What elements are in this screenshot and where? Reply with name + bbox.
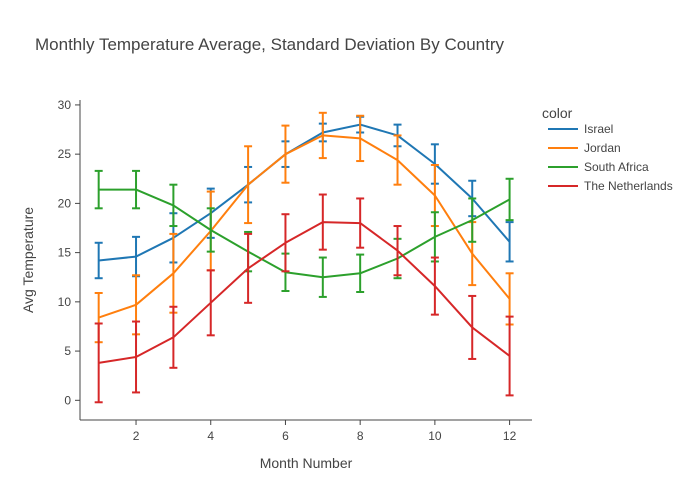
y-tick-label: 5 [64, 344, 71, 358]
axes: 2 4 6 8 10 12 0 5 10 15 20 25 30 [58, 98, 532, 443]
y-tick-label: 15 [58, 246, 72, 260]
legend-label: The Netherlands [584, 179, 673, 193]
x-tick-label: 12 [503, 429, 517, 443]
series-the-netherlands [94, 193, 514, 404]
y-tick-label: 30 [58, 98, 72, 112]
legend-label: South Africa [584, 160, 649, 174]
x-tick-label: 8 [357, 429, 364, 443]
series-line [98, 188, 511, 279]
y-tick-label: 0 [64, 393, 71, 407]
series-line [98, 221, 511, 364]
y-axis-title: Avg Temperature [20, 207, 36, 313]
legend: color Israel Jordan South Africa The Nether… [542, 105, 673, 193]
y-tick-label: 25 [58, 147, 72, 161]
series-line [98, 134, 511, 319]
plot-area [94, 111, 514, 404]
series-south-africa [94, 169, 514, 298]
x-tick-label: 6 [282, 429, 289, 443]
series-israel [94, 115, 514, 280]
legend-label: Jordan [584, 141, 621, 155]
x-tick-label: 10 [428, 429, 442, 443]
chart-title: Monthly Temperature Average, Standard De… [35, 35, 505, 54]
y-tick-label: 10 [58, 295, 72, 309]
series-jordan [94, 111, 514, 344]
x-tick-label: 4 [207, 429, 214, 443]
x-tick-label: 2 [133, 429, 140, 443]
y-tick-label: 20 [58, 196, 72, 210]
legend-label: Israel [584, 122, 613, 136]
x-axis-title: Month Number [260, 455, 353, 471]
legend-title: color [542, 105, 573, 121]
series-line [98, 123, 511, 262]
